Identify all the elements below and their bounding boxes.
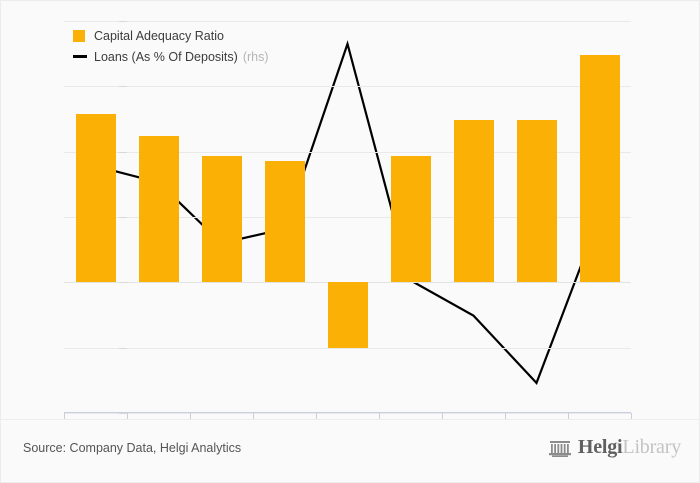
gridline <box>64 217 631 218</box>
bar-2012[interactable] <box>390 155 431 283</box>
gridline <box>64 21 631 22</box>
helgi-library-logo[interactable]: Helgi Library <box>548 436 681 459</box>
bar-2015[interactable] <box>579 54 620 283</box>
bar-2013[interactable] <box>453 120 494 283</box>
square-swatch-icon <box>73 29 85 42</box>
line-swatch-icon <box>73 55 87 58</box>
bar-2008[interactable] <box>138 135 179 283</box>
x-axis-tick-mark <box>379 413 380 420</box>
x-axis-tick-mark <box>631 413 632 420</box>
loans-line-path <box>95 40 601 385</box>
y-axis-tick-mark-left <box>119 282 127 284</box>
chart-footer: Source: Company Data, Helgi Analytics He… <box>1 419 699 482</box>
legend-item-loans-as-pct-of-deposits[interactable]: Loans (As % Of Deposits) (rhs) <box>73 46 269 67</box>
x-axis-tick-mark <box>442 413 443 420</box>
plot-area: -10%100%-5%110%0%120%5%130%10%140%15%150… <box>64 21 631 414</box>
y-axis-tick-mark-left <box>119 86 127 88</box>
bar-2014[interactable] <box>516 120 557 283</box>
x-axis-tick-mark <box>127 413 128 420</box>
y-axis-tick-mark-left <box>119 217 127 218</box>
bar-2009[interactable] <box>201 155 242 283</box>
gridline <box>64 413 631 414</box>
bar-2010[interactable] <box>264 160 305 283</box>
abacus-icon <box>548 438 571 458</box>
legend-item-axis-suffix: (rhs) <box>242 49 269 64</box>
x-axis-tick-mark <box>253 413 254 420</box>
x-axis-baseline <box>64 412 631 413</box>
bar-2011[interactable] <box>327 282 368 348</box>
legend-item-label: Loans (As % Of Deposits) <box>94 49 238 64</box>
chart-legend: Capital Adequacy Ratio Loans (As % Of De… <box>73 25 269 67</box>
x-axis-tick-mark <box>316 413 317 420</box>
y-axis-tick-mark-left <box>119 347 127 349</box>
x-axis-tick-mark <box>505 413 506 420</box>
x-axis-tick-mark <box>190 413 191 420</box>
x-axis-tick-mark <box>64 413 65 420</box>
y-axis-tick-mark-left <box>119 151 127 153</box>
legend-item-label: Capital Adequacy Ratio <box>94 28 224 43</box>
legend-item-capital-adequacy-ratio[interactable]: Capital Adequacy Ratio <box>73 25 269 46</box>
bar-2007[interactable] <box>75 113 116 283</box>
line-series-layer <box>95 40 601 385</box>
x-axis-tick-mark <box>568 413 569 420</box>
gridline <box>64 151 631 153</box>
y-axis-tick-mark-left <box>119 413 127 414</box>
brand-name-secondary: Library <box>622 436 681 458</box>
gridline <box>64 347 631 349</box>
brand-name-primary: Helgi <box>577 436 623 458</box>
source-note: Source: Company Data, Helgi Analytics <box>23 441 242 455</box>
gridline <box>64 86 631 88</box>
y-axis-tick-mark-left <box>119 21 127 22</box>
